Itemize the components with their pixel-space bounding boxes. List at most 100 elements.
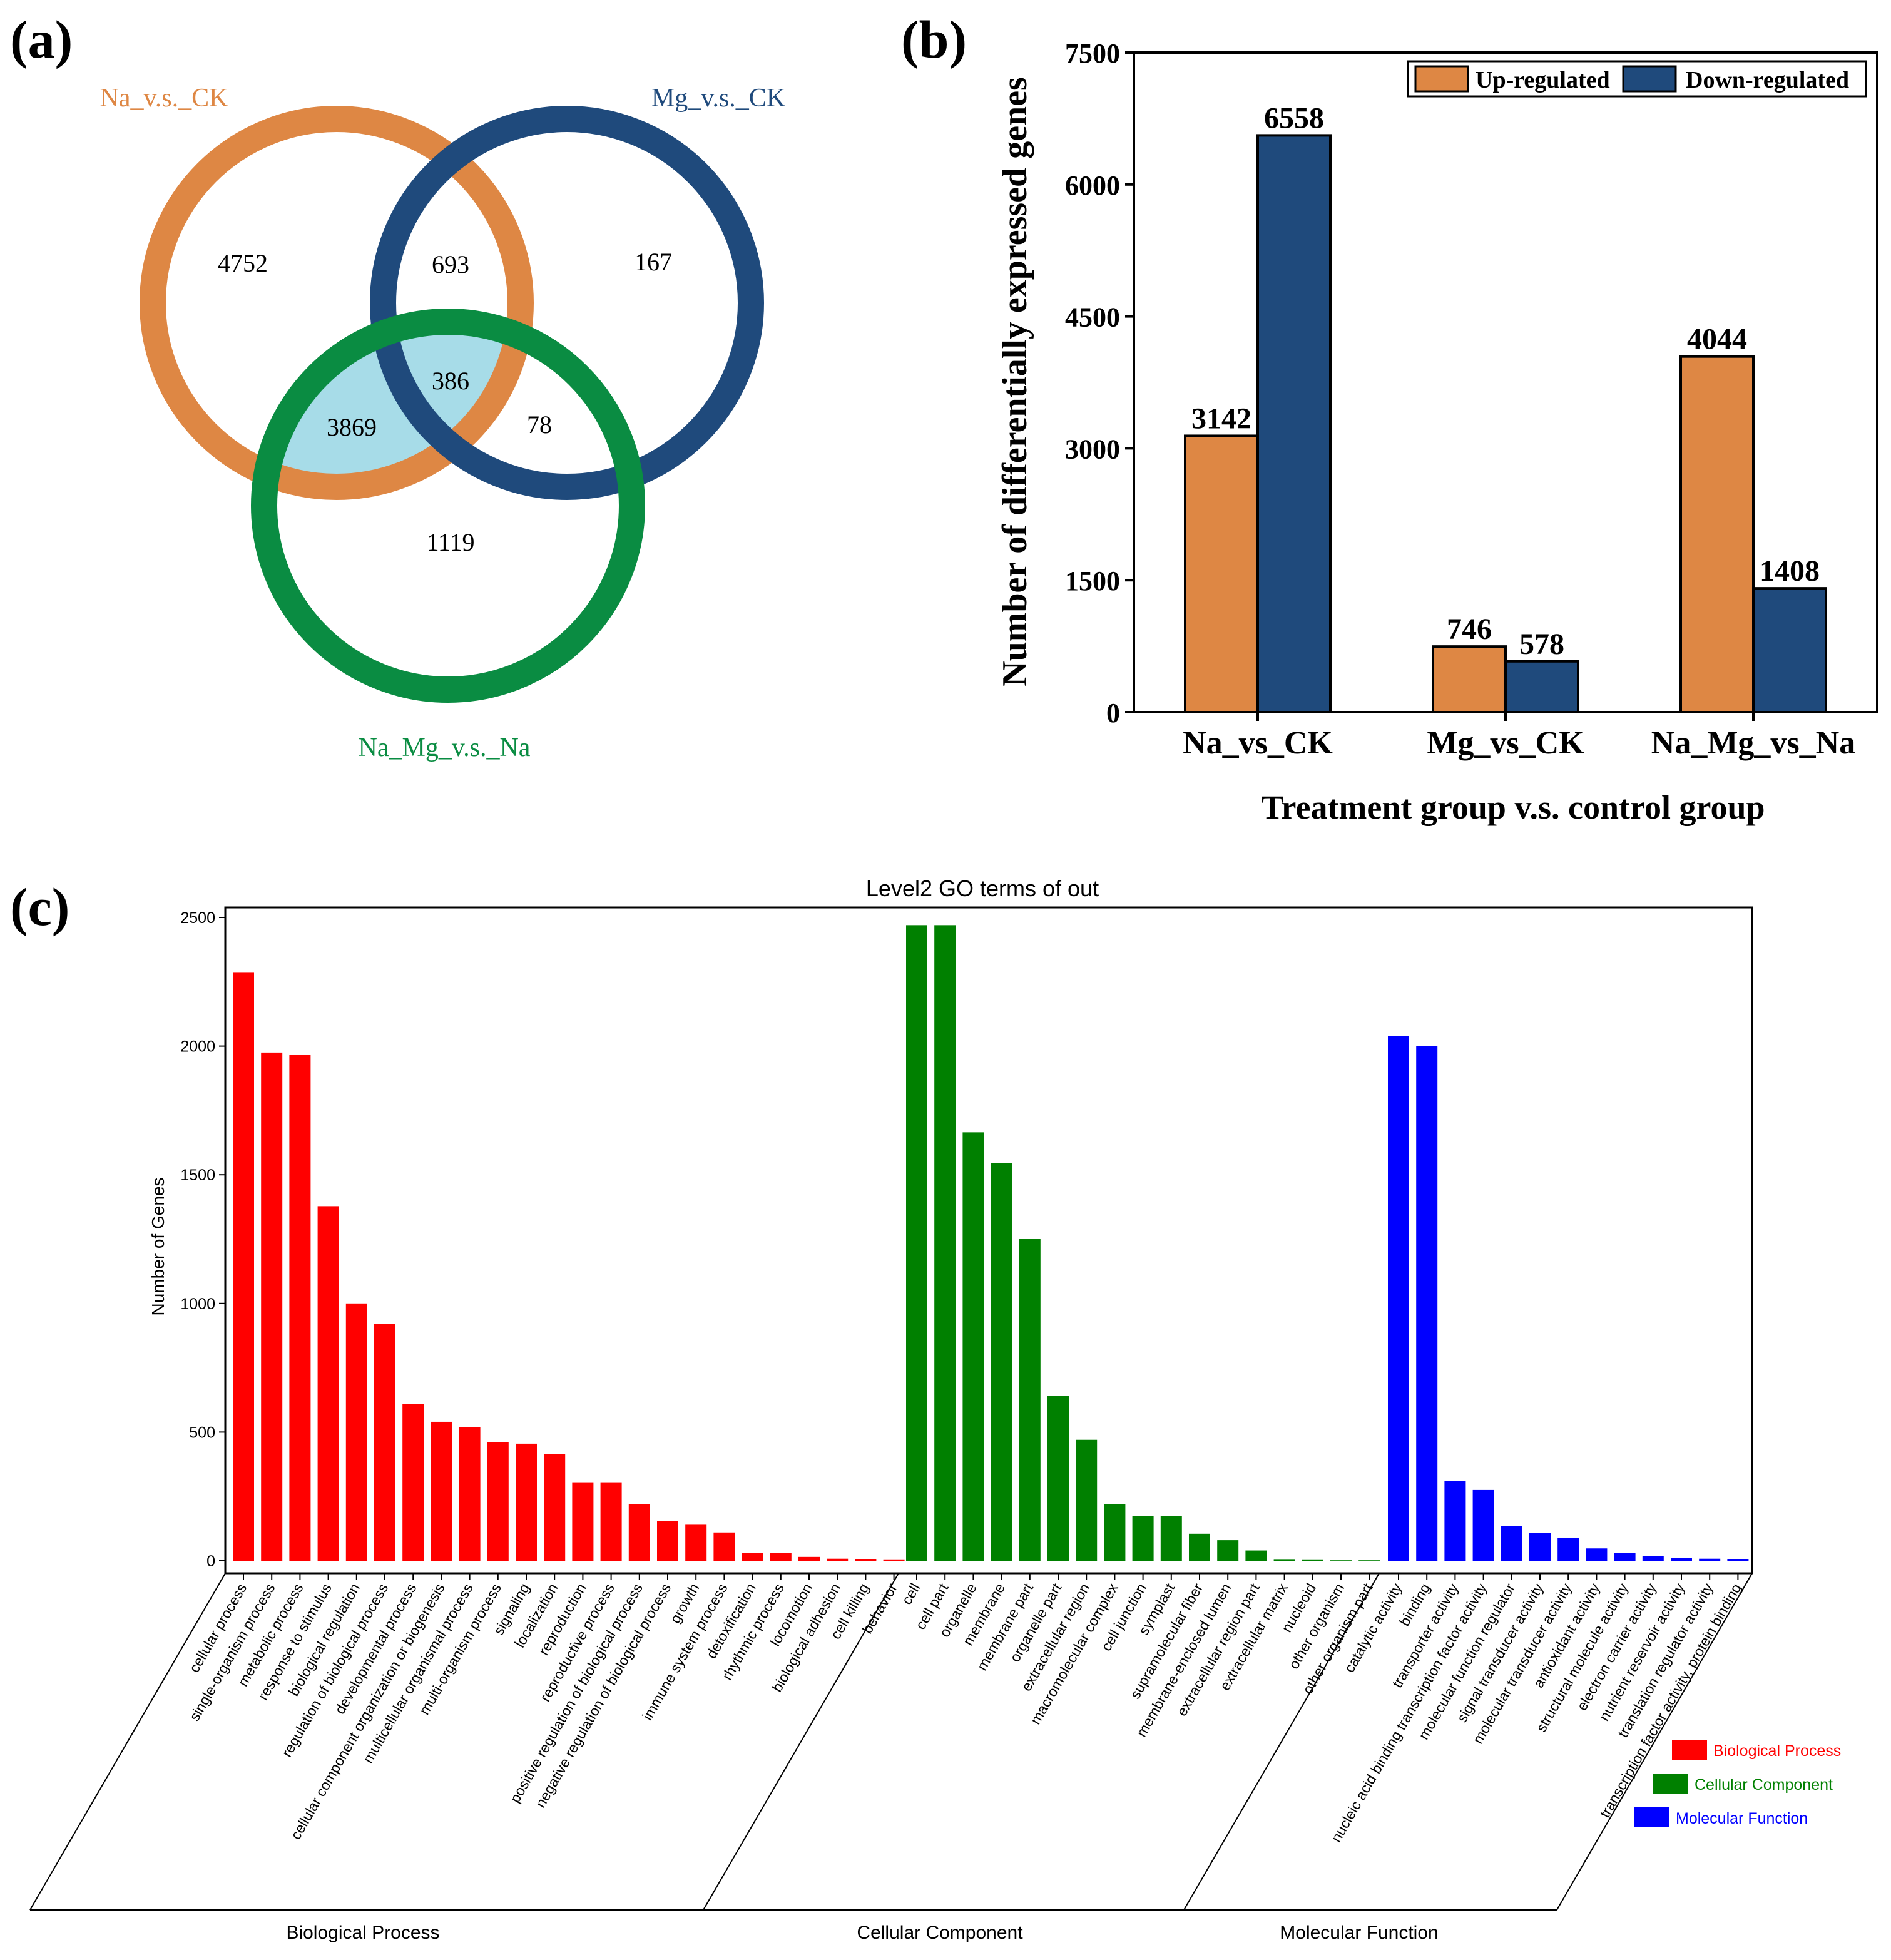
c-group-divider bbox=[29, 1573, 226, 1911]
c-bar bbox=[934, 925, 956, 1561]
c-bar bbox=[1047, 1396, 1069, 1561]
c-bar bbox=[1245, 1550, 1267, 1561]
c-bar bbox=[487, 1442, 509, 1561]
c-bar bbox=[1699, 1558, 1721, 1561]
c-bar bbox=[261, 1052, 283, 1561]
venn-region-na-mg: 693 bbox=[432, 250, 469, 278]
c-bar bbox=[628, 1504, 650, 1561]
c-y-tick-label: 1000 bbox=[180, 1295, 215, 1313]
venn-circle-mg bbox=[370, 106, 764, 500]
b-x-axis-label: Treatment group v.s. control group bbox=[1261, 789, 1765, 826]
b-legend-down-swatch bbox=[1622, 65, 1677, 93]
c-bar bbox=[1472, 1489, 1494, 1561]
c-bar bbox=[1019, 1239, 1041, 1561]
c-bar bbox=[1132, 1516, 1154, 1561]
c-bar bbox=[855, 1559, 877, 1561]
c-bar bbox=[1217, 1540, 1239, 1561]
c-bar bbox=[1388, 1036, 1409, 1561]
venn-set-label-mg: Mg_v.s._CK bbox=[651, 84, 785, 113]
c-bar bbox=[742, 1553, 763, 1561]
b-y-tick-label: 1500 bbox=[1065, 566, 1120, 596]
c-y-tick-label: 1500 bbox=[180, 1166, 215, 1184]
c-bar bbox=[657, 1521, 678, 1561]
c-bar bbox=[1104, 1504, 1126, 1561]
b-y-tick-label: 4500 bbox=[1065, 302, 1120, 333]
b-legend-up-label: Up-regulated bbox=[1476, 67, 1610, 93]
c-group-label-2: Molecular Function bbox=[1280, 1922, 1438, 1943]
c-bar bbox=[713, 1532, 735, 1561]
venn-panel: (a) Na_v.s._CK Mg_v.s._CK Na_Mg_v.s._Na … bbox=[10, 9, 785, 762]
b-plot-frame bbox=[1133, 51, 1878, 713]
c-legend-label: Cellular Component bbox=[1695, 1776, 1833, 1794]
c-bar bbox=[345, 1303, 367, 1561]
b-y-tick-label: 6000 bbox=[1065, 170, 1120, 201]
c-bar bbox=[1189, 1533, 1210, 1561]
b-x-tick-label: Na_Mg_vs_Na bbox=[1651, 725, 1855, 761]
c-legend-swatch bbox=[1653, 1774, 1688, 1794]
c-bar bbox=[991, 1163, 1012, 1561]
b-bar-down-Mg_vs_CK bbox=[1504, 660, 1579, 713]
c-bar bbox=[1614, 1553, 1636, 1561]
venn-set-label-namg: Na_Mg_v.s._Na bbox=[359, 733, 531, 762]
venn-region-all: 386 bbox=[432, 367, 469, 395]
venn-circle-na bbox=[140, 106, 534, 500]
venn-set-label-na: Na_v.s._CK bbox=[100, 84, 228, 113]
c-bar bbox=[459, 1427, 481, 1561]
c-bar bbox=[962, 1132, 984, 1561]
c-bar bbox=[883, 1559, 905, 1561]
c-bar bbox=[374, 1324, 395, 1561]
c-bar bbox=[1642, 1556, 1664, 1561]
venn-region-na-only: 4752 bbox=[218, 249, 268, 277]
b-data-label: 1408 bbox=[1760, 554, 1820, 588]
c-group-divider bbox=[703, 1573, 899, 1911]
b-legend-up-swatch bbox=[1414, 65, 1469, 93]
b-y-tick-label: 3000 bbox=[1065, 434, 1120, 464]
c-y-tick-label: 2000 bbox=[180, 1038, 215, 1056]
go-bar-panel: (c) Level2 GO terms of out Number of Gen… bbox=[10, 875, 1841, 1943]
b-bar-up-Mg_vs_CK bbox=[1432, 645, 1507, 713]
c-legend-swatch bbox=[1634, 1807, 1669, 1827]
b-bar-down-Na_Mg_vs_Na bbox=[1752, 587, 1827, 714]
c-group-divider bbox=[1183, 1573, 1380, 1911]
panel-label-a: (a) bbox=[10, 9, 73, 69]
c-bar bbox=[1330, 1560, 1352, 1561]
c-legend-label: Molecular Function bbox=[1676, 1810, 1808, 1827]
venn-region-mg-namg: 78 bbox=[527, 411, 552, 439]
c-legend-label: Biological Process bbox=[1713, 1742, 1841, 1760]
panel-label-c: (c) bbox=[10, 877, 69, 937]
c-group-label-1: Cellular Component bbox=[857, 1922, 1023, 1943]
panel-label-b: (b) bbox=[901, 9, 967, 69]
venn-circle-namg bbox=[251, 309, 645, 703]
b-data-label: 3142 bbox=[1191, 402, 1251, 435]
c-bar bbox=[1501, 1526, 1522, 1561]
c-bar bbox=[827, 1558, 849, 1561]
c-bar bbox=[1529, 1533, 1551, 1561]
c-group-label-0: Biological Process bbox=[286, 1922, 439, 1943]
b-legend-down-label: Down-regulated bbox=[1686, 67, 1849, 93]
c-x-tick-label: cell bbox=[899, 1581, 924, 1608]
c-y-axis-label: Number of Genes bbox=[148, 1178, 168, 1316]
b-data-label: 578 bbox=[1519, 628, 1564, 661]
c-bar bbox=[798, 1556, 820, 1561]
c-bar bbox=[1727, 1559, 1749, 1561]
c-bar bbox=[572, 1482, 594, 1561]
c-bar bbox=[1557, 1537, 1579, 1561]
b-y-axis-label: Number of differentially expressed genes bbox=[996, 77, 1034, 687]
c-bar bbox=[685, 1524, 707, 1561]
c-bar bbox=[1076, 1439, 1098, 1561]
c-bar bbox=[1444, 1481, 1466, 1561]
c-y-tick-label: 2500 bbox=[180, 909, 215, 927]
c-bar bbox=[1160, 1516, 1182, 1561]
venn-overlap-fill bbox=[264, 322, 521, 487]
c-y-tick-label: 0 bbox=[206, 1553, 215, 1570]
c-bar bbox=[1416, 1046, 1438, 1561]
c-plot-frame bbox=[224, 906, 1753, 1575]
b-y-tick-label: 0 bbox=[1106, 698, 1120, 728]
b-bar-up-Na_vs_CK bbox=[1184, 434, 1259, 713]
c-bar bbox=[317, 1206, 339, 1561]
venn-region-mg-only: 167 bbox=[635, 248, 672, 276]
c-bar bbox=[402, 1404, 424, 1561]
b-x-tick-label: Na_vs_CK bbox=[1183, 725, 1333, 761]
c-bar bbox=[289, 1054, 311, 1561]
